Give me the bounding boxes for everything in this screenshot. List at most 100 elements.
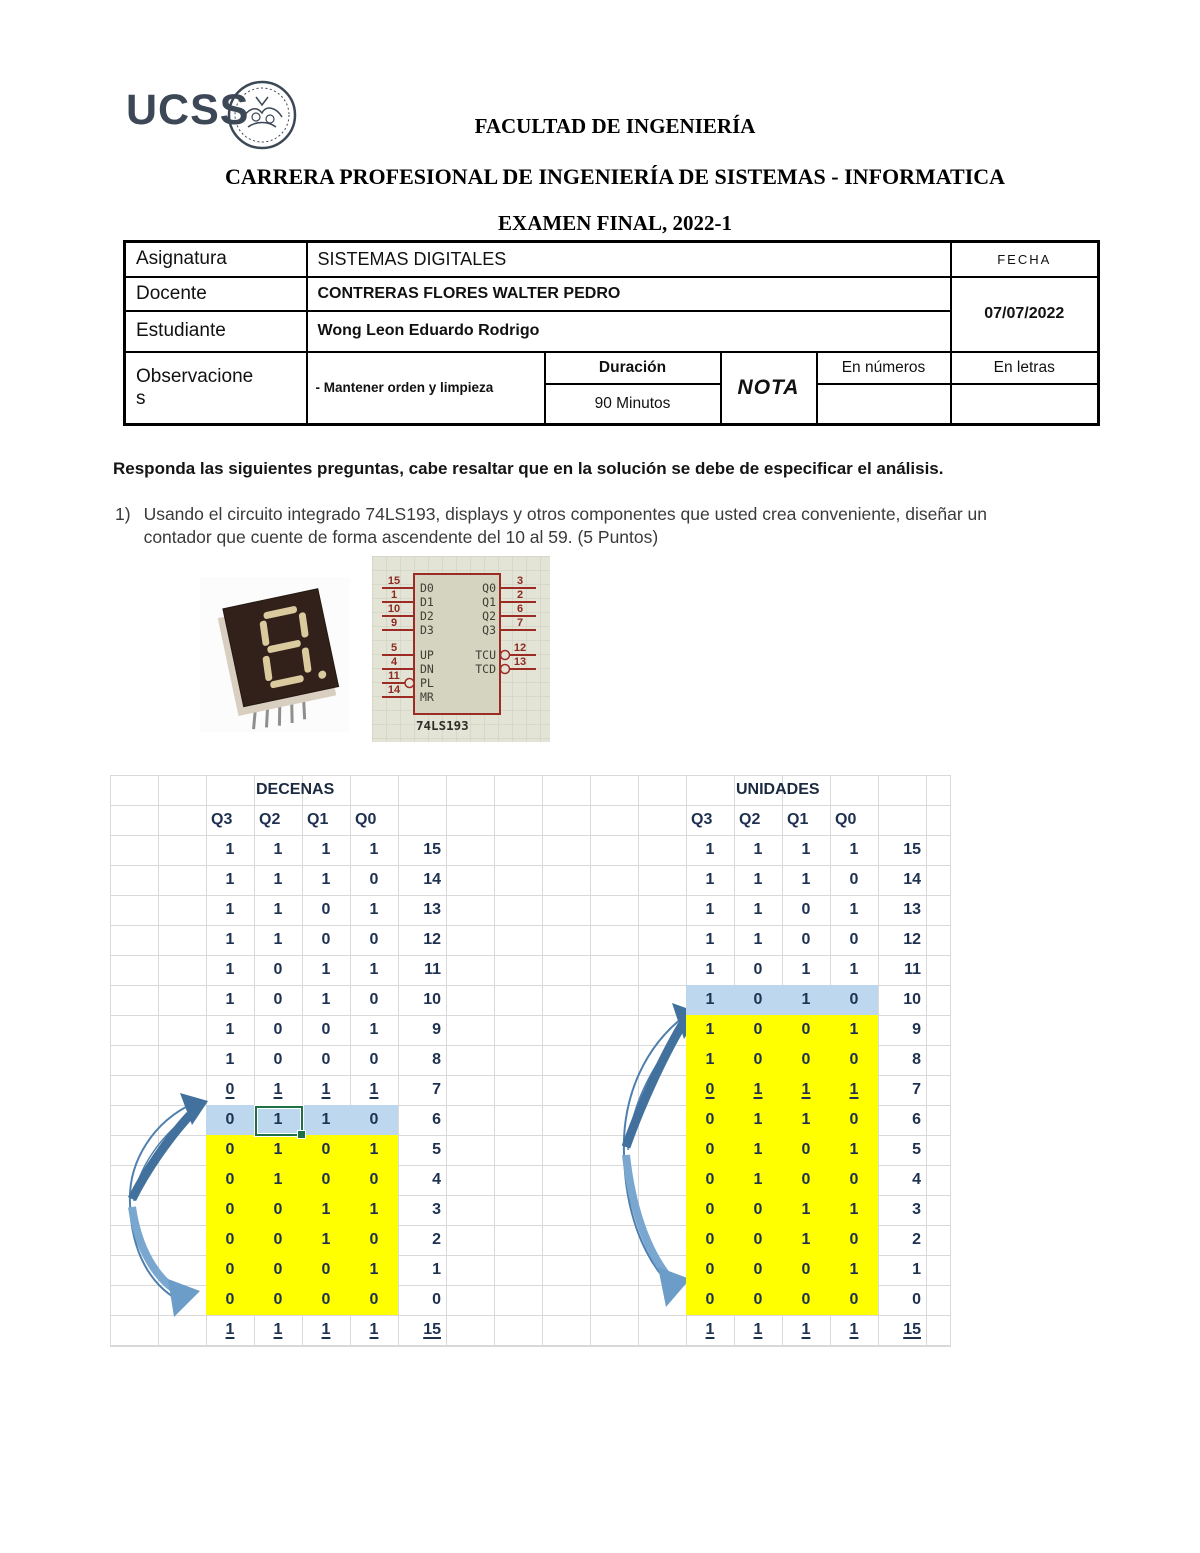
- ic-body: [413, 573, 501, 715]
- ic-pin-label: TCU: [475, 648, 496, 662]
- unidades-bit-cell: 0: [849, 1171, 859, 1188]
- decenas-bit-cell: 0: [273, 1021, 283, 1038]
- decenas-bit-cell: 0: [321, 1141, 331, 1158]
- decenas-dec-cell: 9: [432, 1021, 441, 1038]
- observaciones-value: - Mantener orden y limpieza: [305, 350, 546, 426]
- decenas-bit-cell: 0: [225, 1111, 235, 1128]
- unidades-header-Q2: Q2: [739, 811, 761, 828]
- unidades-bit-cell: 1: [849, 1081, 859, 1098]
- unidades-bit-cell: 1: [849, 1141, 859, 1158]
- unidades-bit-cell: 0: [705, 1171, 715, 1188]
- decenas-bit-cell: 1: [273, 931, 283, 948]
- unidades-bit-cell: 0: [705, 1261, 715, 1278]
- unidades-bit-cell: 1: [753, 1171, 763, 1188]
- unidades-bit-cell: 1: [753, 1081, 763, 1098]
- unidades-dec-cell: 11: [904, 961, 921, 978]
- decenas-bit-cell: 1: [321, 1201, 331, 1218]
- unidades-bit-cell: 0: [753, 1231, 763, 1248]
- unidades-bit-cell: 0: [849, 991, 859, 1008]
- ic-pin-label: D0: [420, 581, 434, 595]
- decenas-bit-cell: 1: [321, 1321, 331, 1338]
- decenas-bit-cell: 0: [321, 1051, 331, 1068]
- unidades-dec-cell: 4: [912, 1171, 921, 1188]
- decenas-header-Q1: Q1: [307, 811, 329, 828]
- unidades-bit-cell: 0: [753, 1261, 763, 1278]
- decenas-bit-cell: 1: [369, 1201, 379, 1218]
- decenas-dec-cell: 13: [423, 901, 441, 918]
- unidades-bit-cell: 1: [753, 901, 763, 918]
- unidades-header-Q1: Q1: [787, 811, 809, 828]
- decenas-bit-cell: 0: [273, 961, 283, 978]
- decenas-dec-cell: 15: [423, 1321, 441, 1338]
- decenas-bit-cell: 1: [369, 961, 379, 978]
- decenas-bit-cell: 0: [321, 931, 331, 948]
- unidades-bit-cell: 1: [801, 1081, 811, 1098]
- decenas-bit-cell: 1: [321, 841, 331, 858]
- decenas-bit-cell: 0: [273, 1201, 283, 1218]
- decenas-header-Q2: Q2: [259, 811, 281, 828]
- fill-handle: [297, 1130, 306, 1139]
- decenas-dec-cell: 4: [432, 1171, 441, 1188]
- decenas-bit-cell: 1: [321, 1111, 331, 1128]
- decenas-bit-cell: 1: [321, 1231, 331, 1248]
- unidades-bit-cell: 0: [801, 1291, 811, 1308]
- decenas-bit-cell: 0: [225, 1231, 235, 1248]
- unidades-bit-cell: 1: [849, 1261, 859, 1278]
- decenas-bit-cell: 1: [273, 1081, 283, 1098]
- decenas-bit-cell: 0: [273, 1051, 283, 1068]
- ic-pin-label: D3: [420, 623, 434, 637]
- decenas-bit-cell: 0: [273, 991, 283, 1008]
- unidades-bit-cell: 1: [705, 901, 715, 918]
- docente-value: CONTRERAS FLORES WALTER PEDRO: [305, 275, 952, 312]
- asignatura-label: Asignatura: [123, 240, 308, 278]
- decenas-bit-cell: 1: [321, 1081, 331, 1098]
- unidades-bit-cell: 1: [801, 991, 811, 1008]
- decenas-header-Q3: Q3: [211, 811, 233, 828]
- ic-inversion-bubble: [404, 677, 415, 689]
- decenas-dec-cell: 10: [423, 991, 441, 1008]
- ic-pins: 15 D0 1 D1 10 D2 9 D3 5 UP 4 DN 11 PL 14 MR 3 Q0 2 Q1 6 Q2 7 Q3…: [382, 575, 536, 704]
- decenas-header-Q0: Q0: [355, 811, 377, 828]
- unidades-bit-cell: 1: [705, 931, 715, 948]
- decenas-dec-cell: 14: [423, 871, 441, 888]
- decenas-yellow-highlight: [206, 1135, 398, 1315]
- decenas-bit-cell: 1: [273, 1171, 283, 1188]
- ic-pin-label: Q0: [482, 581, 496, 595]
- decenas-bit-cell: 0: [369, 931, 379, 948]
- ic-pin-number: 2: [517, 589, 523, 601]
- decenas-dec-cell: 3: [432, 1201, 441, 1218]
- unidades-yellow-highlight: [686, 1015, 878, 1315]
- exam-title: EXAMEN FINAL, 2022-1: [498, 211, 732, 235]
- unidades-bit-cell: 0: [753, 1021, 763, 1038]
- decenas-bit-cell: 0: [369, 1111, 379, 1128]
- ic-pin-number: 11: [388, 670, 400, 682]
- unidades-bit-cell: 0: [849, 1231, 859, 1248]
- unidades-bit-cell: 0: [705, 1141, 715, 1158]
- unidades-bit-cell: 1: [801, 1321, 811, 1338]
- en-numeros-empty-cell: [815, 382, 952, 426]
- decenas-bit-cell: 0: [225, 1291, 235, 1308]
- unidades-bit-cell: 1: [801, 1111, 811, 1128]
- decenas-bit-cell: 0: [369, 1231, 379, 1248]
- decenas-bit-cell: 1: [225, 1321, 235, 1338]
- unidades-bit-cell: 0: [801, 1171, 811, 1188]
- unidades-dec-cell: 14: [903, 871, 921, 888]
- unidades-dec-cell: 2: [912, 1231, 921, 1248]
- unidades-bit-cell: 0: [753, 1291, 763, 1308]
- unidades-title: UNIDADES: [736, 781, 820, 798]
- unidades-bit-cell: 0: [705, 1201, 715, 1218]
- seven-segment-display-image: [200, 577, 350, 732]
- fecha-value: 07/07/2022: [949, 275, 1100, 353]
- observaciones-label: Observaciones: [123, 350, 308, 426]
- decenas-bit-cell: 1: [321, 871, 331, 888]
- ic-pin-label: Q1: [482, 595, 496, 609]
- unidades-dec-cell: 15: [903, 841, 921, 858]
- en-letras-empty-cell: [949, 382, 1100, 426]
- unidades-bit-cell: 0: [849, 1051, 859, 1068]
- fecha-label: FECHA: [949, 240, 1100, 278]
- decenas-dec-cell: 8: [432, 1051, 441, 1068]
- unidades-bit-cell: 0: [801, 931, 811, 948]
- decenas-title: DECENAS: [256, 781, 335, 798]
- decenas-bit-cell: 1: [369, 841, 379, 858]
